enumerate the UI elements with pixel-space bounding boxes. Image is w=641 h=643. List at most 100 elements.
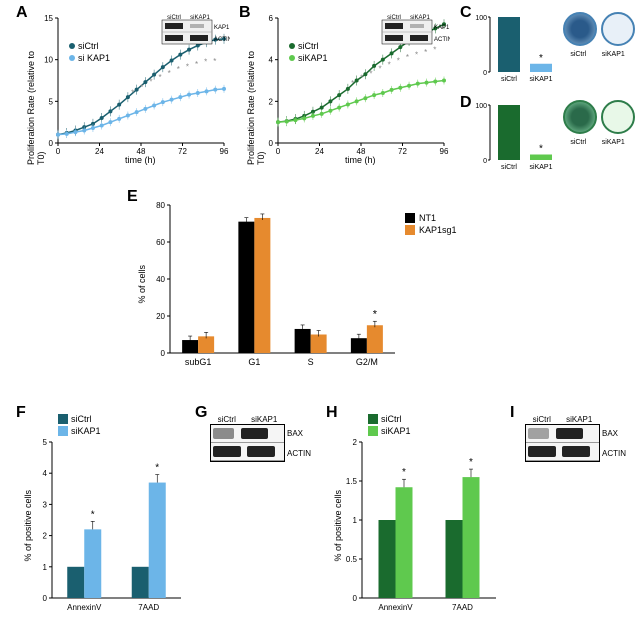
svg-text:AnnexinV: AnnexinV (67, 603, 102, 612)
svg-text:1: 1 (353, 516, 358, 525)
svg-text:*: * (177, 65, 180, 74)
panel-f-label: F (16, 404, 26, 422)
panel-e-chart: 0 20 40 60 80 subG1 G1 S G2/M * (140, 195, 400, 375)
svg-text:0.5: 0.5 (346, 555, 358, 564)
panel-h-chart: 00.511.52*AnnexinV*7AADsiCtrlsiKAP1 (336, 410, 501, 620)
panel-a-label: A (16, 4, 28, 22)
svg-text:0: 0 (43, 594, 48, 603)
svg-text:*: * (397, 56, 400, 65)
svg-text:KAP1: KAP1 (214, 25, 230, 31)
svg-text:4: 4 (43, 469, 48, 478)
svg-text:40: 40 (156, 275, 165, 284)
svg-text:2: 2 (43, 532, 48, 541)
panel-a-ylabel: Proliferation Rate (relative to T0) (26, 40, 46, 165)
svg-text:G1: G1 (248, 357, 260, 367)
panel-b-label: B (239, 4, 251, 22)
svg-text:*: * (155, 463, 159, 474)
svg-text:0: 0 (276, 147, 281, 156)
svg-text:80: 80 (156, 201, 165, 210)
svg-text:0: 0 (56, 147, 61, 156)
svg-text:AnnexinV: AnnexinV (378, 603, 413, 612)
svg-text:1: 1 (43, 563, 48, 572)
svg-text:0: 0 (483, 158, 487, 165)
blot-row-label: ACTIN (602, 449, 626, 458)
svg-text:24: 24 (315, 147, 324, 156)
svg-text:4: 4 (269, 56, 274, 65)
svg-text:15: 15 (44, 14, 53, 23)
svg-text:siKAP1: siKAP1 (530, 76, 553, 83)
svg-text:si KAP1: si KAP1 (78, 53, 110, 63)
svg-text:siKAP1: siKAP1 (381, 426, 411, 436)
svg-text:100: 100 (475, 103, 487, 110)
svg-text:2: 2 (269, 97, 274, 106)
svg-text:subG1: subG1 (185, 357, 212, 367)
svg-text:S: S (308, 357, 314, 367)
svg-text:siCtrl: siCtrl (501, 76, 517, 83)
svg-text:*: * (369, 69, 372, 78)
panel-a-xlabel: time (h) (125, 155, 156, 165)
svg-text:60: 60 (156, 238, 165, 247)
svg-text:1.5: 1.5 (346, 477, 358, 486)
svg-text:*: * (131, 89, 134, 98)
panel-e-ylabel: % of cells (137, 265, 147, 304)
legend-kap1sg1: KAP1sg1 (405, 225, 457, 235)
plate-label: siKAP1 (602, 51, 625, 58)
svg-text:*: * (213, 57, 216, 66)
plate-label: siCtrl (570, 139, 586, 146)
colony-plate-ctrl (563, 100, 597, 134)
svg-text:ACTIN: ACTIN (214, 37, 230, 43)
blot-row-label: BAX (287, 429, 303, 438)
svg-text:siKAP1: siKAP1 (71, 426, 101, 436)
svg-text:*: * (186, 62, 189, 71)
svg-text:siCtrl: siCtrl (71, 414, 92, 424)
plate-label: siCtrl (570, 51, 586, 58)
blot-g (210, 424, 285, 462)
svg-text:KAP1: KAP1 (434, 25, 450, 31)
svg-text:*: * (539, 53, 543, 64)
svg-text:*: * (539, 144, 543, 155)
svg-text:2: 2 (353, 438, 358, 447)
panel-c: 0100siCtrlsiKAP1* siCtrl siKAP1 (470, 12, 635, 87)
svg-text:7AAD: 7AAD (452, 603, 473, 612)
panel-h: 00.511.52*AnnexinV*7AADsiCtrlsiKAP1 % of… (336, 410, 501, 630)
panel-f-chart: 012345*AnnexinV*7AADsiCtrlsiKAP1 (26, 410, 186, 620)
svg-text:0: 0 (49, 139, 54, 148)
svg-text:siCtrl: siCtrl (501, 164, 517, 171)
panel-d-chart: 0100siCtrlsiKAP1* (470, 100, 560, 175)
svg-text:*: * (402, 467, 406, 478)
colony-plate-ctrl (563, 12, 597, 46)
svg-text:96: 96 (440, 147, 449, 156)
svg-text:0: 0 (353, 594, 358, 603)
svg-text:*: * (159, 73, 162, 82)
svg-text:0: 0 (161, 349, 166, 358)
svg-text:*: * (388, 60, 391, 69)
svg-text:24: 24 (95, 147, 104, 156)
panel-c-chart: 0100siCtrlsiKAP1* (470, 12, 560, 87)
svg-text:*: * (424, 48, 427, 57)
svg-text:20: 20 (156, 312, 165, 321)
svg-text:*: * (360, 74, 363, 83)
blot-col: siCtrl (218, 415, 236, 424)
svg-text:*: * (373, 308, 378, 320)
svg-text:6: 6 (269, 14, 274, 23)
svg-text:3: 3 (43, 500, 48, 509)
blot-row-label: BAX (602, 429, 618, 438)
panel-b: 0244872960246siCtrlsiKAP1**********siCtr… (250, 10, 450, 165)
panel-i-label: I (510, 404, 514, 422)
plate-label: siKAP1 (602, 139, 625, 146)
svg-text:G2/M: G2/M (356, 357, 378, 367)
svg-text:*: * (379, 65, 382, 74)
legend-nt1: NT1 (405, 213, 457, 223)
svg-text:*: * (469, 457, 473, 468)
blot-i (525, 424, 600, 462)
panel-a-chart: 024487296051015siCtrlsi KAP1**********si… (30, 10, 230, 165)
svg-text:ACTIN: ACTIN (434, 37, 450, 43)
svg-text:*: * (433, 45, 436, 54)
svg-text:0: 0 (269, 139, 274, 148)
panel-g-label: G (195, 404, 207, 422)
svg-text:5: 5 (49, 97, 54, 106)
blot-col: siCtrl (533, 415, 551, 424)
svg-text:siCtrl: siCtrl (78, 41, 99, 51)
svg-text:*: * (351, 79, 354, 88)
blot-col: siKAP1 (251, 415, 277, 424)
